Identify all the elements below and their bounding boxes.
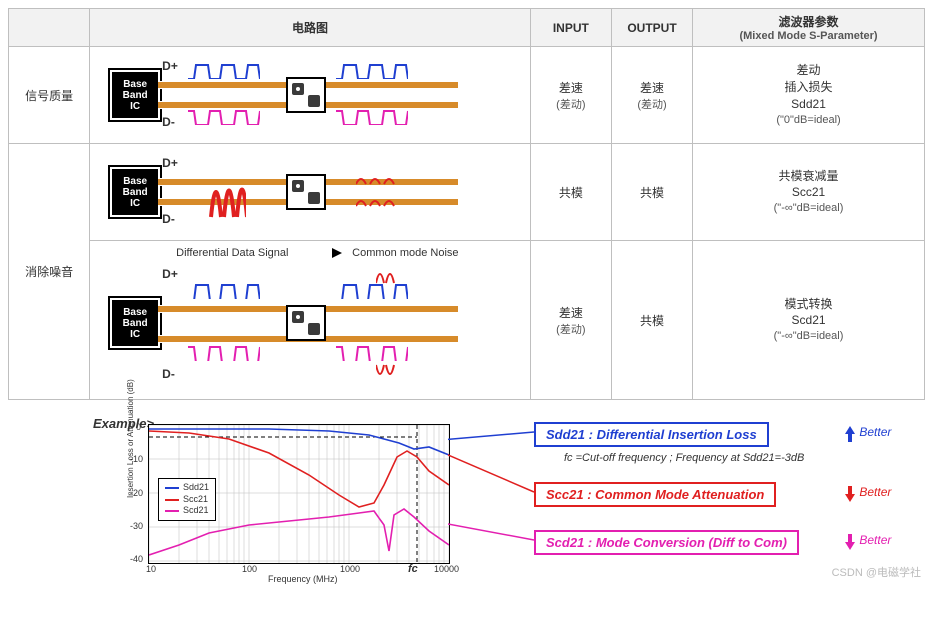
cm-noise-out-top <box>356 174 396 186</box>
diagram-cell: Differential Data Signal Common mode Noi… <box>90 241 531 400</box>
y-axis-title: Insertion Loss or Attenuation (dB) <box>126 379 135 498</box>
category-cell: 信号质量 <box>9 47 90 144</box>
th-category <box>9 9 90 47</box>
fc-note: fc =Cut-off frequency ; Frequency at Sdd… <box>564 452 804 464</box>
circuit-sdd21: Base Band IC D+ D- <box>96 51 524 139</box>
diff-pulse-in-bot <box>188 109 260 125</box>
converted-cm-bot <box>376 363 402 383</box>
input-cell: 共模 <box>530 144 611 241</box>
anno-diff-signal: Differential Data Signal <box>176 247 288 259</box>
legend-item: Scd21 <box>165 505 209 517</box>
diff-pulse-out-top <box>336 283 408 299</box>
diff-pulse-out-bot <box>336 345 408 361</box>
param-cell: 共模衰减量 Scc21 ("-∞"dB=ideal) <box>693 144 925 241</box>
example-label: Example> <box>93 416 154 431</box>
ytick: -20 <box>130 488 143 498</box>
th-param-cn: 滤波器参数 <box>699 13 918 30</box>
series-sdd21 <box>149 429 449 455</box>
cm-filter-icon <box>286 174 326 210</box>
table-row: 消除噪音 Base Band IC D+ D- <box>9 144 925 241</box>
legend-item: Scc21 <box>165 494 209 506</box>
diagram-cell: Base Band IC D+ D- <box>90 144 531 241</box>
d-plus-label: D+ <box>162 267 178 281</box>
parameter-table: 电路图 INPUT OUTPUT 滤波器参数 (Mixed Mode S-Par… <box>8 8 925 400</box>
diff-pulse-in-bot <box>188 345 260 361</box>
d-plus-label: D+ <box>162 59 178 73</box>
ytick: -40 <box>130 554 143 564</box>
anno-arrow <box>332 247 342 259</box>
cm-filter-icon <box>286 305 326 341</box>
x-axis-title: Frequency (MHz) <box>268 574 338 584</box>
converted-cm-top <box>376 265 402 285</box>
ytick: -10 <box>130 454 143 464</box>
th-param: 滤波器参数 (Mixed Mode S-Parameter) <box>693 9 925 47</box>
ytick: -30 <box>130 521 143 531</box>
th-param-en: (Mixed Mode S-Parameter) <box>699 30 918 42</box>
d-minus-label: D- <box>162 367 175 381</box>
callout-scc21: Scc21 : Common Mode Attenuation <box>534 482 776 507</box>
xtick: 10 <box>146 564 156 574</box>
example-chart-area: Example> -3dB Insertion Loss or Attenuat… <box>8 418 925 578</box>
input-cell: 差速 (差动) <box>530 241 611 400</box>
legend-item: Sdd21 <box>165 482 209 494</box>
output-cell: 共模 <box>611 241 692 400</box>
table-row: Differential Data Signal Common mode Noi… <box>9 241 925 400</box>
d-minus-label: D- <box>162 212 175 226</box>
th-diagram: 电路图 <box>90 9 531 47</box>
output-cell: 共模 <box>611 144 692 241</box>
th-input: INPUT <box>530 9 611 47</box>
better-arrow-up: Better <box>844 424 891 442</box>
category-cell: 消除噪音 <box>9 144 90 400</box>
xtick: 1000 <box>340 564 360 574</box>
param-cell: 模式转换 Scd21 ("-∞"dB=ideal) <box>693 241 925 400</box>
cm-filter-icon <box>286 77 326 113</box>
baseband-ic: Base Band IC <box>110 298 160 348</box>
baseband-ic: Base Band IC <box>110 70 160 120</box>
better-arrow-down: Better <box>844 484 891 502</box>
baseband-ic: Base Band IC <box>110 167 160 217</box>
callout-lines <box>448 424 538 564</box>
cm-noise-in <box>206 162 246 222</box>
d-plus-label: D+ <box>162 156 178 170</box>
xtick: 100 <box>242 564 257 574</box>
diff-pulse-out-bot <box>336 109 408 125</box>
circuit-scc21: Base Band IC D+ D- <box>96 148 524 236</box>
circuit-scd21: Differential Data Signal Common mode Noi… <box>96 245 524 395</box>
fc-label: fc <box>408 563 418 575</box>
th-output: OUTPUT <box>611 9 692 47</box>
anno-cm-noise: Common mode Noise <box>352 247 458 259</box>
table-header-row: 电路图 INPUT OUTPUT 滤波器参数 (Mixed Mode S-Par… <box>9 9 925 47</box>
callout-sdd21: Sdd21 : Differential Insertion Loss <box>534 422 769 447</box>
watermark: CSDN @电磁学社 <box>832 564 921 580</box>
ytick: 0 <box>136 422 141 432</box>
diff-pulse-out-top <box>336 63 408 79</box>
diff-pulse-in-top <box>188 63 260 79</box>
diagram-cell: Base Band IC D+ D- <box>90 47 531 144</box>
output-cell: 差速 (差动) <box>611 47 692 144</box>
cm-noise-out-bot <box>356 196 396 208</box>
table-row: 信号质量 Base Band IC D+ D- <box>9 47 925 144</box>
param-cell: 差动 插入损失 Sdd21 ("0"dB=ideal) <box>693 47 925 144</box>
d-minus-label: D- <box>162 115 175 129</box>
diff-pulse-in-top <box>188 283 260 299</box>
better-arrow-down: Better <box>844 532 891 550</box>
input-cell: 差速 (差动) <box>530 47 611 144</box>
chart-legend: Sdd21 Scc21 Scd21 <box>158 478 216 521</box>
xtick: 10000 <box>434 564 459 574</box>
callout-scd21: Scd21 : Mode Conversion (Diff to Com) <box>534 530 799 555</box>
